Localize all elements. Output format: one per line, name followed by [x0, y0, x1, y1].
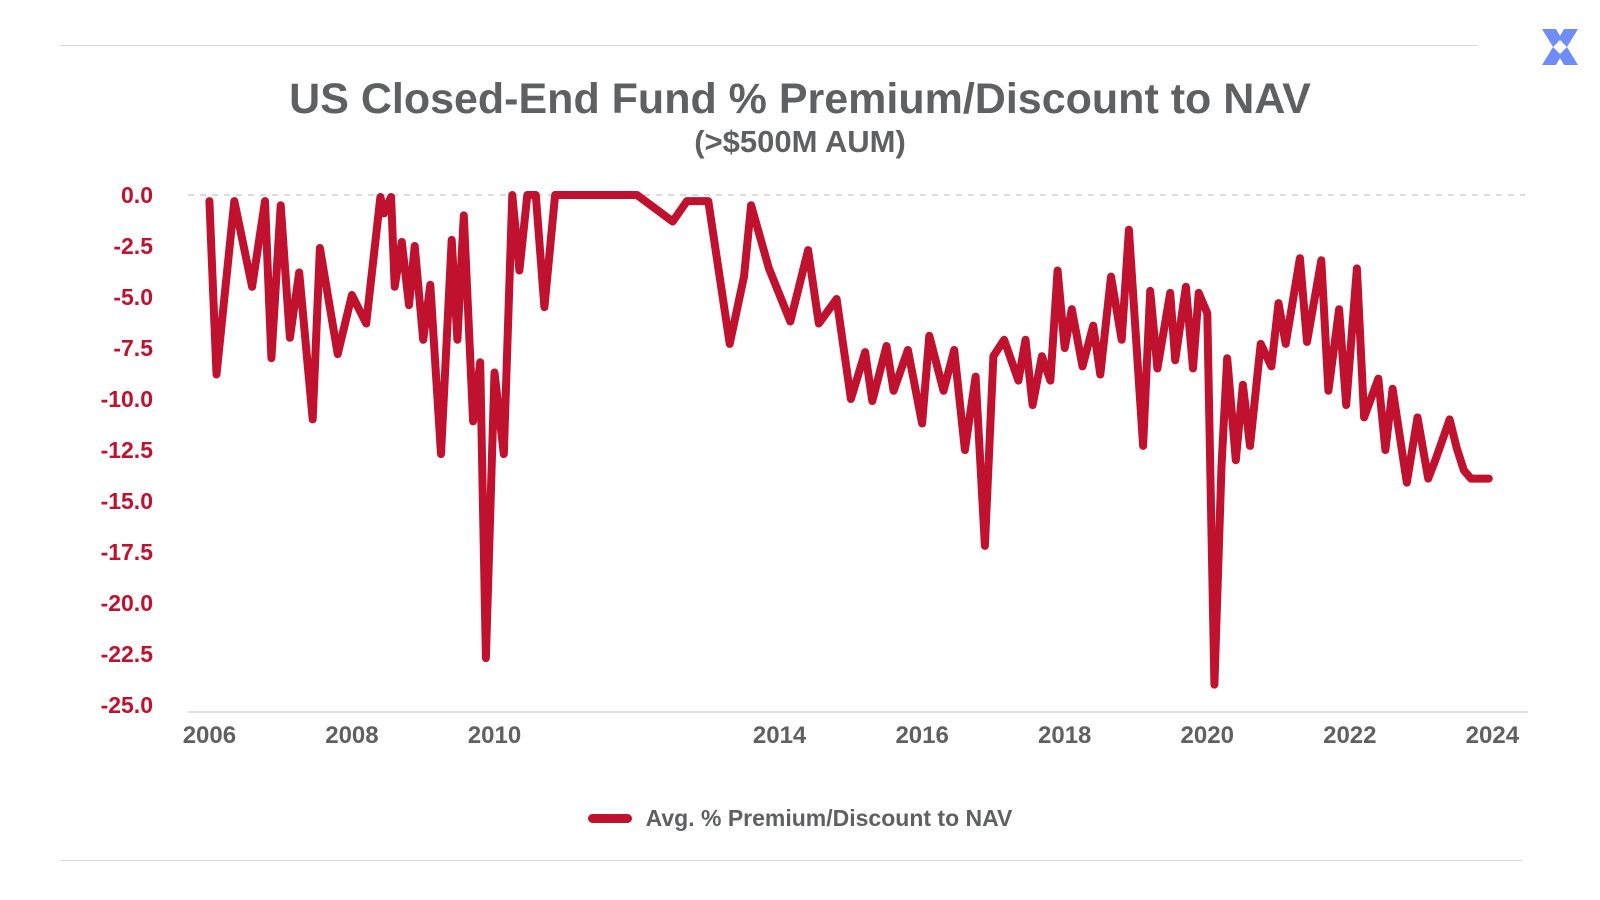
x-tick-label: 2016	[895, 722, 948, 749]
x-axis-tick-labels: 2006 2008 2010 2014 2016 2018 2020 2022 2024	[183, 722, 1520, 749]
y-tick-label: 0.0	[121, 182, 153, 208]
y-tick-label: -12.5	[101, 437, 154, 463]
y-tick-label: -2.5	[113, 233, 153, 259]
x-tick-label: 2024	[1466, 722, 1520, 749]
legend-swatch	[587, 814, 632, 823]
y-tick-label: -15.0	[101, 488, 153, 514]
series-line	[205, 191, 1493, 689]
x-tick-label: 2022	[1323, 722, 1376, 749]
y-tick-label: -17.5	[101, 539, 154, 565]
x-tick-label: 2018	[1038, 722, 1091, 749]
y-tick-label: -10.0	[101, 386, 153, 412]
legend-label: Avg. % Premium/Discount to NAV	[645, 805, 1013, 831]
x-tick-label: 2008	[325, 722, 378, 749]
legend: Avg. % Premium/Discount to NAV	[0, 805, 1600, 832]
y-tick-label: -22.5	[101, 641, 154, 667]
chart-title: US Closed-End Fund % Premium/Discount to…	[289, 75, 1311, 123]
x-cross-logo-icon	[1542, 29, 1578, 65]
x-tick-label: 2006	[183, 722, 236, 749]
y-tick-label: -25.0	[101, 692, 153, 718]
y-axis-tick-labels: 0.0 -2.5 -5.0 -7.5 -10.0 -12.5 -15.0 -17.5 -20.0…	[101, 182, 154, 718]
x-tick-label: 2010	[468, 722, 521, 749]
y-tick-label: -20.0	[101, 590, 153, 616]
y-tick-label: -7.5	[113, 335, 153, 361]
y-tick-label: -5.0	[113, 284, 153, 310]
x-tick-label: 2014	[753, 722, 807, 749]
top-divider	[60, 45, 1478, 46]
bottom-divider	[60, 860, 1522, 861]
x-tick-label: 2020	[1181, 722, 1234, 749]
chart-subtitle: (>$500M AUM)	[694, 124, 906, 159]
